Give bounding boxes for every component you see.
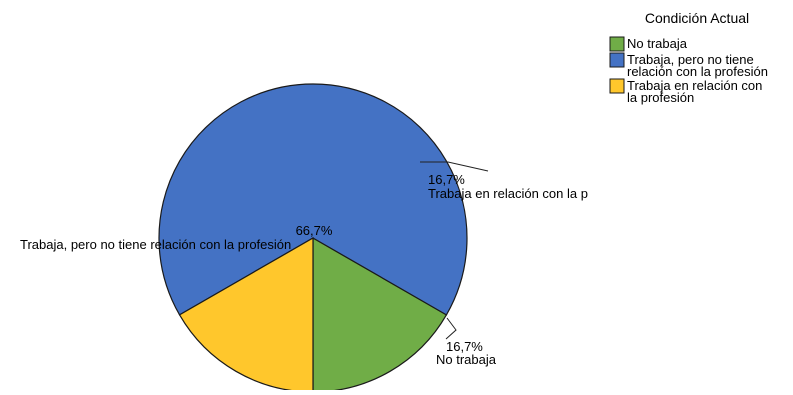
leader-line-3 [420,161,489,172]
slice-name-label: Trabaja en relación con la p [428,186,588,201]
leader-line-1 [445,317,457,340]
legend-label-1: No trabaja [627,36,688,51]
slice-percent-label: 66,7% [296,223,333,238]
slice-percent-label: 16,7% [428,172,465,187]
pie-slice-2 [158,83,468,316]
legend-swatch-1 [609,36,625,52]
pie-slices [158,83,468,393]
slice-name-label: No trabaja [436,352,497,367]
legend-label-3: Trabaja en relación con la profesión [627,78,762,105]
slice-percent-label: 16,7% [446,339,483,354]
legend-label-2: Trabaja, pero no tiene relación con la pr… [627,52,768,79]
leader-lines [420,161,489,340]
legend-title: Condición Actual [645,10,749,26]
slice-name-label: Trabaja, pero no tiene relación con la p… [20,237,291,252]
legend-swatch-2 [609,52,625,68]
legend-swatch-3 [609,78,625,94]
